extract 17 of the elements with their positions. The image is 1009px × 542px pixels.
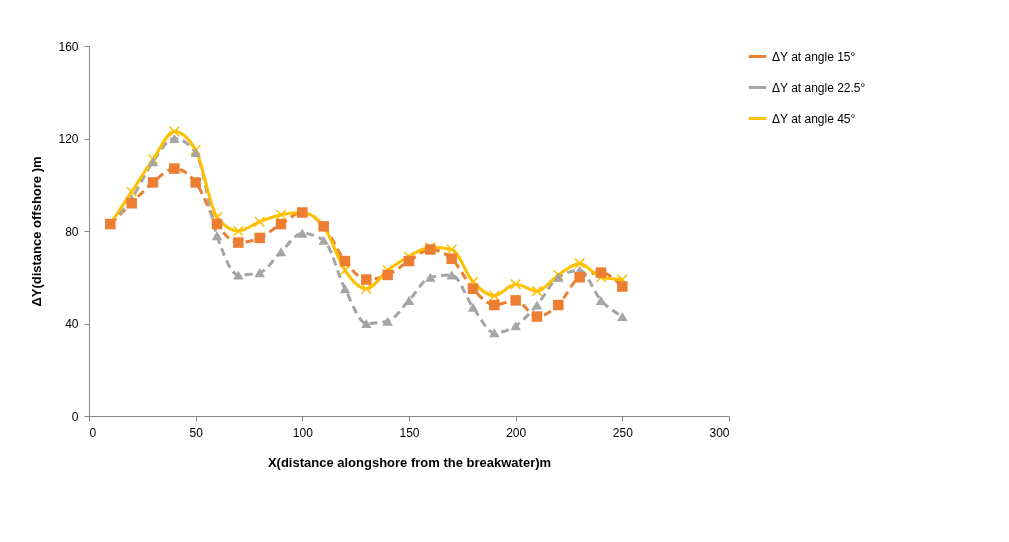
y-tick-label: 160 [58, 39, 79, 54]
x-tick-label: 250 [612, 425, 634, 440]
y-axis-title: ΔY(distance offshore )m [29, 156, 45, 307]
legend-label: ΔY at angle 15° [772, 49, 856, 64]
x-tick-label: 100 [292, 425, 314, 440]
y-tick-label: 120 [58, 132, 79, 146]
y-tick-label: 40 [65, 317, 79, 331]
legend-label: ΔY at angle 22.5° [772, 80, 866, 95]
y-tick-label: 80 [65, 224, 79, 239]
x-axis-title: X(distance alongshore from the breakwater)m [267, 454, 552, 470]
x-tick-label: 0 [89, 425, 97, 440]
y-tick-label: 0 [71, 409, 79, 424]
legend-label: ΔY at angle 45° [772, 111, 856, 126]
x-tick-label: 150 [399, 425, 420, 440]
x-tick-label: 50 [189, 425, 204, 440]
x-tick-label: 300 [709, 425, 730, 440]
x-tick-label: 200 [506, 425, 527, 440]
